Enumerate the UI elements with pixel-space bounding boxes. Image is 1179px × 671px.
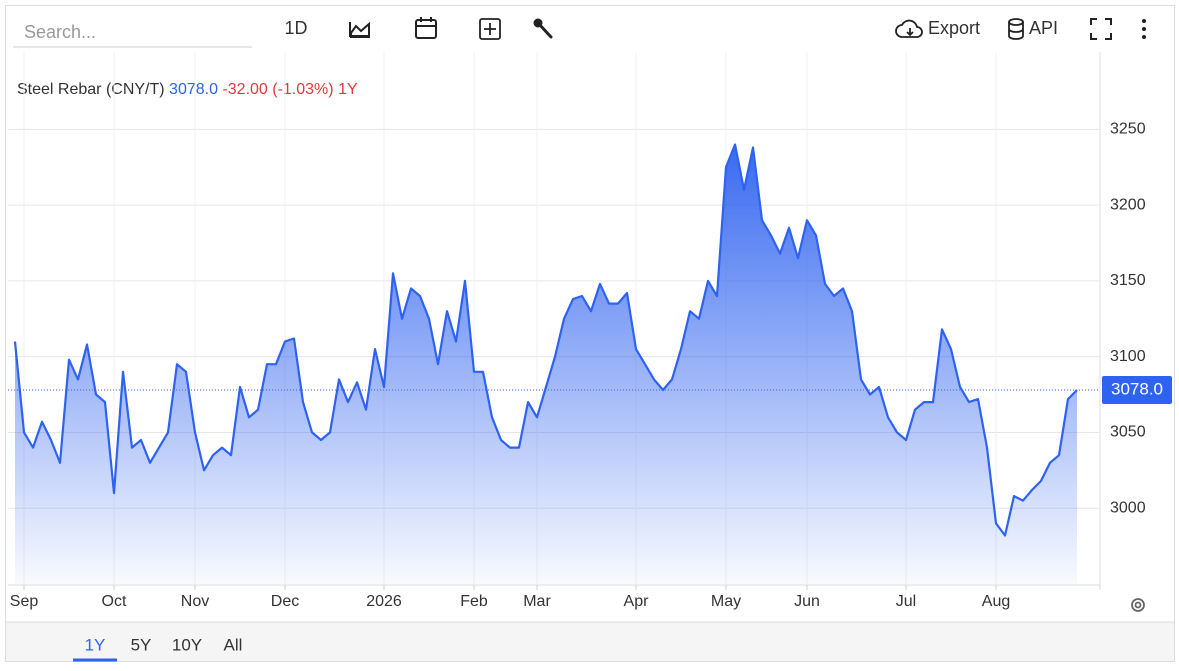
export-button[interactable]: Export bbox=[928, 18, 980, 38]
chart-title: Steel Rebar (CNY/T) 3078.0 -32.00 (-1.03… bbox=[17, 81, 358, 98]
last-price: 3078.0 bbox=[169, 81, 218, 98]
x-tick-label: Oct bbox=[102, 593, 127, 610]
api-icon[interactable] bbox=[1008, 18, 1024, 40]
calendar-icon[interactable] bbox=[415, 17, 437, 39]
search-box[interactable]: Search... bbox=[24, 22, 96, 42]
range-bar bbox=[6, 622, 1174, 661]
range-button[interactable]: All bbox=[224, 635, 243, 654]
compare-icon[interactable] bbox=[479, 18, 501, 40]
tools-icon[interactable] bbox=[533, 18, 553, 39]
area-fill bbox=[15, 144, 1077, 584]
x-tick-label: Sep bbox=[10, 593, 39, 610]
api-button[interactable]: API bbox=[1029, 18, 1058, 38]
last-price-label: 3078.0 bbox=[1111, 379, 1163, 398]
x-tick-label: 2026 bbox=[366, 593, 402, 610]
x-tick-label: Aug bbox=[982, 593, 1010, 610]
y-tick-label: 3200 bbox=[1110, 196, 1146, 213]
last-price-badge bbox=[1102, 376, 1172, 404]
settings-icon[interactable] bbox=[1131, 598, 1145, 612]
x-tick-label: May bbox=[711, 593, 741, 610]
price-change: -32.00 (-1.03%) bbox=[222, 81, 333, 98]
range-button[interactable]: 1Y bbox=[85, 635, 106, 654]
range-button[interactable]: 5Y bbox=[131, 635, 152, 654]
x-tick-label: Feb bbox=[460, 593, 488, 610]
y-tick-label: 3150 bbox=[1110, 272, 1146, 289]
x-tick-label: Mar bbox=[523, 593, 551, 610]
x-tick-label: Nov bbox=[181, 593, 209, 610]
y-tick-label: 3000 bbox=[1110, 499, 1146, 516]
range-button[interactable]: 10Y bbox=[172, 635, 202, 654]
interval-button[interactable]: 1D bbox=[284, 18, 307, 38]
period: 1Y bbox=[338, 81, 358, 98]
price-line bbox=[13, 143, 1078, 537]
x-tick-label: Apr bbox=[624, 593, 650, 610]
y-tick-label: 3050 bbox=[1110, 424, 1146, 441]
series-name: Steel Rebar (CNY/T) bbox=[17, 81, 165, 98]
x-tick-label: Dec bbox=[271, 593, 299, 610]
range-buttons: 1Y 5Y 10Y All bbox=[73, 635, 243, 662]
menu-icon[interactable] bbox=[1142, 19, 1146, 39]
y-tick-label: 3100 bbox=[1110, 348, 1146, 365]
export-icon[interactable] bbox=[895, 19, 923, 38]
x-tick-label: Jun bbox=[794, 593, 820, 610]
chart-type-icon[interactable] bbox=[349, 21, 370, 38]
plot-area: 3000 3050 3100 3150 3200 3250 Sep Oct Nov Dec 2026… bbox=[8, 52, 1172, 610]
x-tick-label: Jul bbox=[896, 593, 916, 610]
y-tick-label: 3250 bbox=[1110, 121, 1146, 138]
fullscreen-icon[interactable] bbox=[1090, 18, 1112, 40]
